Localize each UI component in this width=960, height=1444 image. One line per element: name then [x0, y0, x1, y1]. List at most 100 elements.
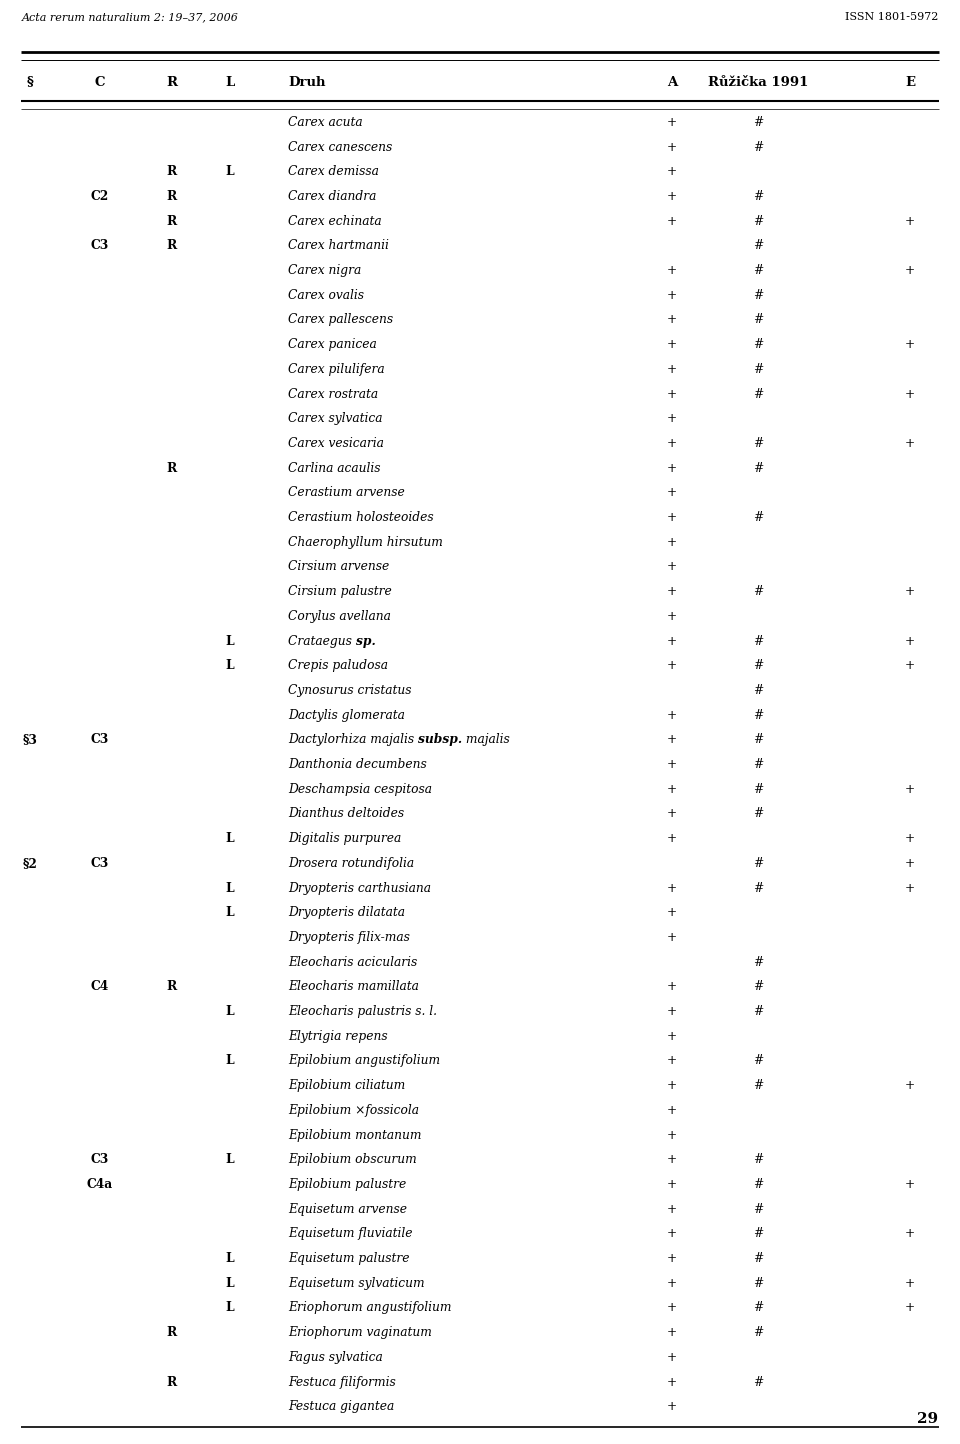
Text: +: +: [667, 289, 677, 302]
Text: #: #: [753, 980, 763, 993]
Text: +: +: [667, 387, 677, 400]
Text: sp.: sp.: [356, 634, 375, 647]
Text: ISSN 1801-5972: ISSN 1801-5972: [845, 12, 938, 22]
Text: Elytrigia repens: Elytrigia repens: [288, 1030, 388, 1043]
Text: Acta rerum naturalium 2: 19–37, 2006: Acta rerum naturalium 2: 19–37, 2006: [22, 12, 239, 22]
Text: Epilobium obscurum: Epilobium obscurum: [288, 1154, 417, 1167]
Text: +: +: [667, 536, 677, 549]
Text: C4: C4: [91, 980, 109, 993]
Text: #: #: [753, 1178, 763, 1191]
Text: #: #: [753, 881, 763, 894]
Text: Dryopteris filix-mas: Dryopteris filix-mas: [288, 931, 410, 944]
Text: Dactylorhiza majalis: Dactylorhiza majalis: [288, 734, 418, 747]
Text: C3: C3: [91, 240, 109, 253]
Text: +: +: [667, 1154, 677, 1167]
Text: Epilobium angustifolium: Epilobium angustifolium: [288, 1054, 440, 1067]
Text: C: C: [95, 75, 106, 88]
Text: L: L: [226, 832, 234, 845]
Text: Carex rostrata: Carex rostrata: [288, 387, 378, 400]
Text: Fagus sylvatica: Fagus sylvatica: [288, 1350, 383, 1363]
Text: Digitalis purpurea: Digitalis purpurea: [288, 832, 401, 845]
Text: Cerastium holosteoides: Cerastium holosteoides: [288, 511, 434, 524]
Text: #: #: [753, 856, 763, 869]
Text: +: +: [667, 1030, 677, 1043]
Text: Equisetum arvense: Equisetum arvense: [288, 1203, 407, 1216]
Text: #: #: [753, 1227, 763, 1240]
Text: L: L: [226, 881, 234, 894]
Text: Danthonia decumbens: Danthonia decumbens: [288, 758, 427, 771]
Text: Eriophorum angustifolium: Eriophorum angustifolium: [288, 1301, 451, 1314]
Text: Dryopteris carthusiana: Dryopteris carthusiana: [288, 881, 431, 894]
Text: +: +: [667, 511, 677, 524]
Text: L: L: [226, 1054, 234, 1067]
Text: +: +: [905, 438, 915, 451]
Text: Equisetum palustre: Equisetum palustre: [288, 1252, 410, 1265]
Text: Carex ovalis: Carex ovalis: [288, 289, 364, 302]
Text: +: +: [667, 1301, 677, 1314]
Text: L: L: [226, 75, 234, 88]
Text: +: +: [667, 438, 677, 451]
Text: #: #: [753, 462, 763, 475]
Text: E: E: [905, 75, 915, 88]
Text: +: +: [667, 758, 677, 771]
Text: R: R: [167, 191, 178, 204]
Text: #: #: [753, 438, 763, 451]
Text: C3: C3: [91, 1154, 109, 1167]
Text: +: +: [667, 462, 677, 475]
Text: C3: C3: [91, 856, 109, 869]
Text: #: #: [753, 734, 763, 747]
Text: Carex sylvatica: Carex sylvatica: [288, 412, 382, 425]
Text: Crataegus: Crataegus: [288, 634, 356, 647]
Text: R: R: [167, 1376, 178, 1389]
Text: +: +: [667, 1129, 677, 1142]
Text: Cirsium palustre: Cirsium palustre: [288, 585, 392, 598]
Text: #: #: [753, 1326, 763, 1339]
Text: L: L: [226, 907, 234, 920]
Text: +: +: [905, 634, 915, 647]
Text: Eleocharis palustris s. l.: Eleocharis palustris s. l.: [288, 1005, 437, 1018]
Text: Chaerophyllum hirsutum: Chaerophyllum hirsutum: [288, 536, 443, 549]
Text: L: L: [226, 634, 234, 647]
Text: Carex nigra: Carex nigra: [288, 264, 361, 277]
Text: +: +: [667, 487, 677, 500]
Text: +: +: [905, 832, 915, 845]
Text: +: +: [667, 191, 677, 204]
Text: +: +: [905, 1276, 915, 1289]
Text: +: +: [667, 1326, 677, 1339]
Text: +: +: [667, 660, 677, 673]
Text: Epilobium ciliatum: Epilobium ciliatum: [288, 1079, 405, 1092]
Text: R: R: [167, 240, 178, 253]
Text: #: #: [753, 709, 763, 722]
Text: R: R: [167, 980, 178, 993]
Text: +: +: [905, 387, 915, 400]
Text: #: #: [753, 1079, 763, 1092]
Text: +: +: [905, 585, 915, 598]
Text: #: #: [753, 240, 763, 253]
Text: +: +: [905, 660, 915, 673]
Text: +: +: [667, 1005, 677, 1018]
Text: L: L: [226, 1005, 234, 1018]
Text: +: +: [667, 1178, 677, 1191]
Text: Carex pilulifera: Carex pilulifera: [288, 362, 385, 375]
Text: Carex hartmanii: Carex hartmanii: [288, 240, 389, 253]
Text: #: #: [753, 140, 763, 153]
Text: #: #: [753, 338, 763, 351]
Text: Carex vesicaria: Carex vesicaria: [288, 438, 384, 451]
Text: Carex panicea: Carex panicea: [288, 338, 376, 351]
Text: Epilobium montanum: Epilobium montanum: [288, 1129, 421, 1142]
Text: +: +: [905, 783, 915, 796]
Text: #: #: [753, 1376, 763, 1389]
Text: +: +: [667, 609, 677, 622]
Text: L: L: [226, 1154, 234, 1167]
Text: +: +: [667, 1079, 677, 1092]
Text: +: +: [905, 1178, 915, 1191]
Text: +: +: [667, 1401, 677, 1414]
Text: +: +: [667, 215, 677, 228]
Text: subsp.: subsp.: [418, 734, 462, 747]
Text: +: +: [667, 881, 677, 894]
Text: #: #: [753, 684, 763, 697]
Text: +: +: [667, 734, 677, 747]
Text: +: +: [667, 1376, 677, 1389]
Text: Cerastium arvense: Cerastium arvense: [288, 487, 405, 500]
Text: +: +: [667, 313, 677, 326]
